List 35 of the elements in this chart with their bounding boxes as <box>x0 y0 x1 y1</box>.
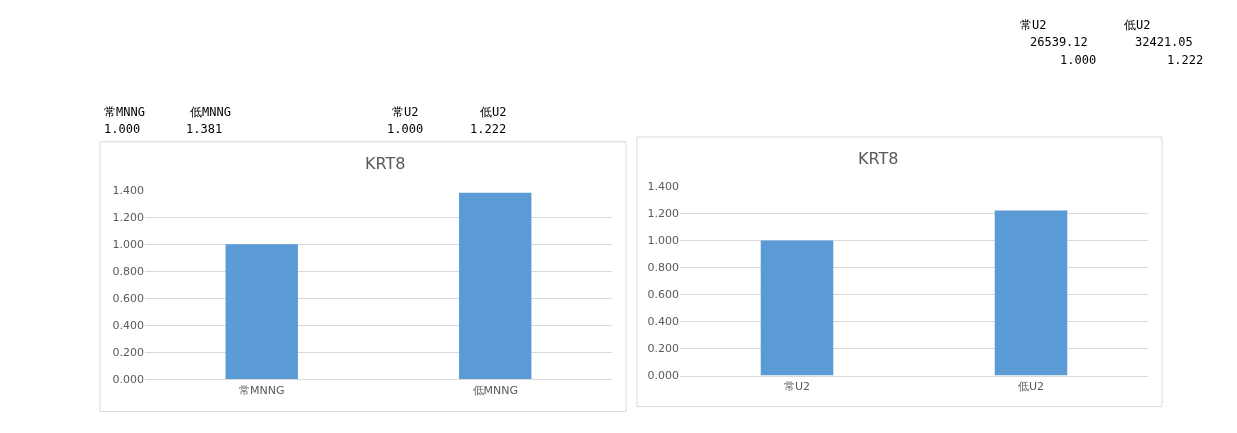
text: 32421.05 <box>1135 35 1193 49</box>
text: 常U2 <box>392 105 419 119</box>
y-tick-label: 0.200 <box>112 346 144 360</box>
y-tick-label: 0.800 <box>112 265 144 279</box>
x-tick-label: 常U2 <box>783 379 811 393</box>
text: 常MNNG <box>104 105 145 119</box>
y-tick-label: 0.600 <box>647 288 679 302</box>
text: 低MNNG <box>190 105 231 119</box>
y-tick-label: 0.000 <box>112 373 144 387</box>
x-tick-label: 低MNNG <box>472 383 518 397</box>
y-tick-label: 1.000 <box>647 234 679 248</box>
y-tick-label: 0.000 <box>647 369 679 383</box>
text: 1.222 <box>1167 53 1204 67</box>
y-tick-label: 1.000 <box>112 238 144 252</box>
text: 1.381 <box>186 122 223 136</box>
text: 1.000 <box>1060 53 1097 67</box>
y-tick-label: 1.400 <box>647 180 679 194</box>
x-tick-label: 低U2 <box>1017 379 1045 393</box>
y-tick-label: 1.400 <box>112 184 144 198</box>
y-tick-label: 1.200 <box>647 207 679 221</box>
y-tick-label: 0.400 <box>112 319 144 333</box>
y-tick-label: 0.600 <box>112 292 144 306</box>
y-tick-label: 0.400 <box>647 315 679 329</box>
x-tick-label: 常MNNG <box>239 383 285 397</box>
text: 1.000 <box>387 122 424 136</box>
text: 1.222 <box>470 122 507 136</box>
y-tick-label: 0.800 <box>647 261 679 275</box>
y-tick-label: 1.200 <box>112 211 144 225</box>
y-tick-label: 0.200 <box>647 342 679 356</box>
text: 低U2 <box>480 105 507 119</box>
text: 26539.12 <box>1030 35 1088 49</box>
chart-title: KRT8 <box>858 149 899 168</box>
chart-title: KRT8 <box>365 154 406 173</box>
text: 常U2 <box>1020 18 1047 32</box>
text: 低U2 <box>1124 18 1151 32</box>
